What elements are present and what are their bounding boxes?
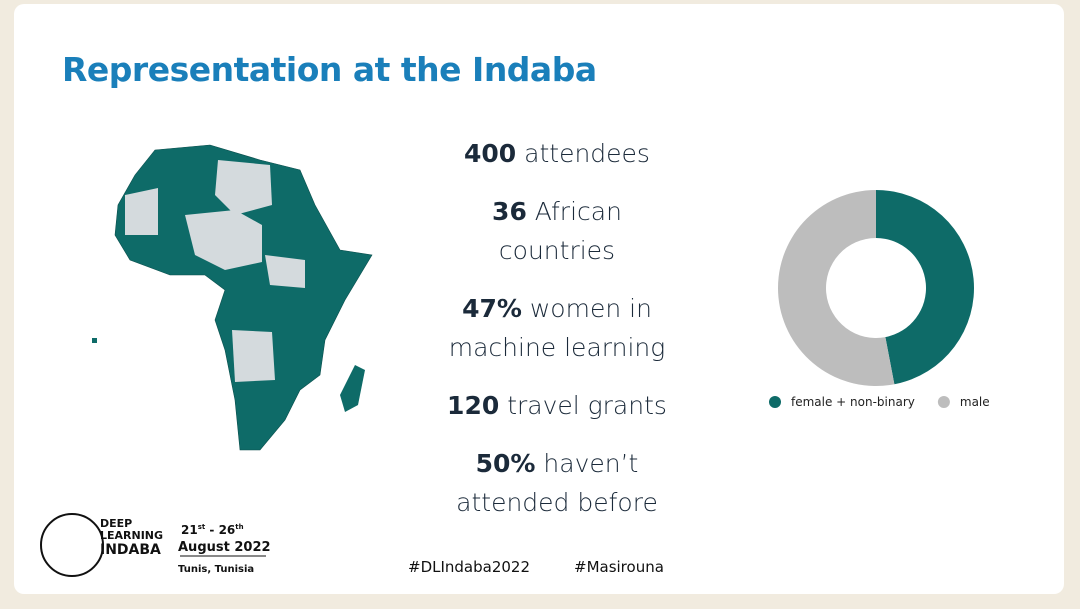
logo-line: LEARNING [100, 529, 164, 542]
slide [14, 4, 1064, 594]
date: st [197, 523, 206, 531]
date: - [209, 523, 219, 537]
stat-value: 400 [464, 139, 517, 168]
logo-line: INDABA [100, 542, 161, 558]
stat-text: travel grants [507, 391, 667, 420]
stats: 400 attendees 36 African countries 47% wom… [432, 134, 682, 541]
event: 21st - 26th August 2022 Tunis, Tunisia [178, 518, 271, 579]
hashtag: #Masirouna [574, 558, 664, 576]
date: 21 [181, 523, 198, 537]
legend-swatch [769, 396, 781, 408]
title: Representation at the Indaba [62, 50, 597, 89]
legend-label: female + non-binary [791, 395, 915, 409]
date: th [235, 523, 244, 531]
hashtag: #DLIndaba2022 [408, 558, 531, 576]
logo-line: DEEP [100, 517, 133, 530]
legend-swatch [937, 396, 950, 408]
stat-text: haven’t attended before [456, 449, 658, 517]
stat: 50% haven’t attended before [432, 444, 682, 522]
stat: 47% women in machine learning [432, 289, 682, 367]
stat: 36 African countries [432, 192, 682, 270]
stat-value: 47% [462, 294, 522, 323]
africa-map [92, 144, 373, 451]
donut-slice [778, 190, 895, 386]
date: 26 [218, 523, 236, 537]
logo-text: DEEP LEARNING INDABA [100, 517, 164, 559]
legend-label: male [960, 395, 990, 409]
donut-slice [876, 190, 974, 385]
month: August 2022 [178, 540, 271, 555]
stat: 400 attendees [432, 134, 682, 173]
place: Tunis, Tunisia [178, 564, 255, 575]
stat-text: attendees [524, 139, 650, 168]
logo-circle [40, 513, 104, 577]
stat-value: 36 [492, 197, 527, 226]
stat-text: African countries [498, 197, 622, 265]
stat: 120 travel grants [432, 386, 682, 425]
stat-value: 120 [447, 391, 500, 420]
stat-text: women in machine learning [448, 294, 666, 362]
stat-value: 50% [475, 449, 536, 478]
